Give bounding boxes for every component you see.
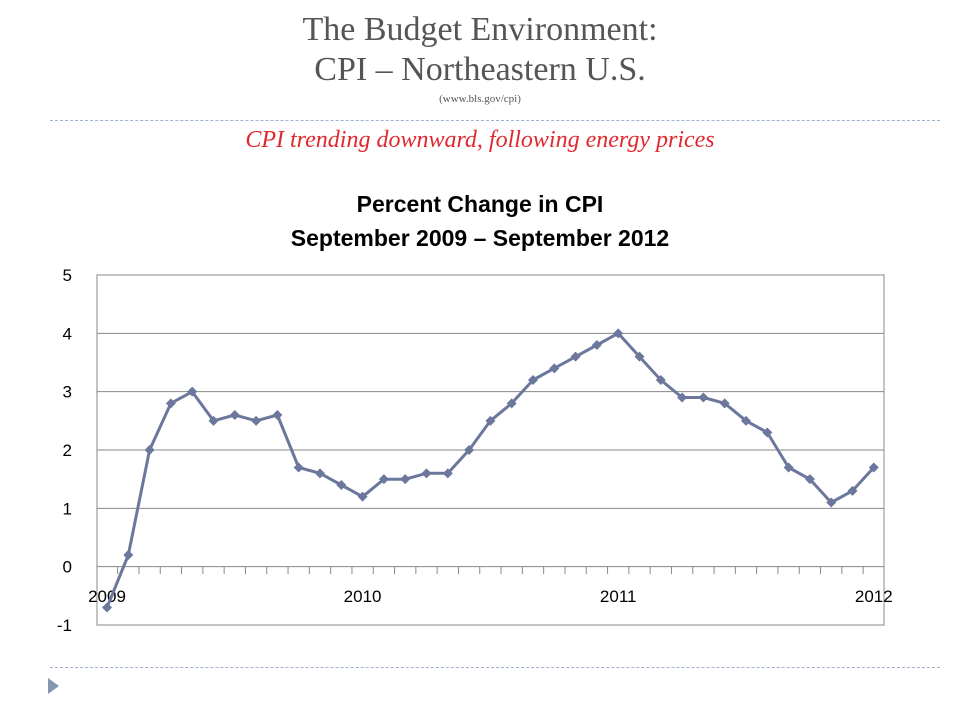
data-point	[677, 392, 688, 403]
data-point	[357, 491, 368, 502]
x-tick-label: 2011	[600, 587, 637, 606]
y-tick-label: 4	[63, 324, 72, 343]
x-tick-label: 2012	[855, 587, 893, 606]
data-point	[421, 468, 432, 479]
y-tick-label: 0	[63, 558, 72, 577]
chart-title-line-2: September 2009 – September 2012	[291, 225, 669, 251]
data-point	[698, 392, 709, 403]
data-point	[229, 410, 240, 420]
y-tick-label: 1	[63, 499, 72, 518]
data-point	[442, 468, 453, 479]
data-point	[719, 398, 730, 409]
data-point	[187, 386, 198, 397]
chart-title-line-1: Percent Change in CPI	[357, 191, 604, 217]
data-point	[123, 550, 134, 560]
data-point	[485, 415, 496, 426]
data-point	[315, 468, 325, 479]
data-point	[570, 351, 581, 362]
data-point	[613, 328, 624, 339]
data-point	[528, 375, 538, 385]
data-point	[868, 462, 879, 473]
data-point	[762, 427, 773, 438]
data-point	[102, 602, 112, 613]
data-point	[336, 480, 347, 490]
source-note: (www.bls.gov/cpi)	[439, 93, 521, 105]
x-tick-label: 2009	[88, 587, 126, 606]
data-point	[208, 415, 219, 426]
data-point	[378, 474, 389, 485]
data-point	[783, 462, 794, 473]
slide-title: The Budget Environment: CPI – Northeaste…	[0, 10, 960, 106]
top-divider	[50, 120, 940, 121]
data-point	[272, 410, 283, 420]
y-tick-label: -1	[57, 616, 72, 635]
data-point	[655, 375, 666, 385]
bullet-arrow-icon	[48, 678, 59, 694]
data-point	[506, 398, 517, 409]
title-line-2: CPI – Northeastern U.S.	[314, 51, 646, 88]
y-tick-label: 2	[63, 441, 72, 460]
x-tick-label: 2010	[344, 587, 382, 606]
data-point	[847, 485, 858, 496]
data-point	[400, 474, 411, 485]
slide-subtitle: CPI trending downward, following energy …	[245, 127, 715, 153]
data-point	[464, 445, 475, 455]
data-point	[741, 415, 751, 426]
data-point	[251, 415, 262, 426]
data-point	[591, 340, 602, 350]
y-tick-label: 5	[63, 266, 72, 285]
data-point	[165, 398, 176, 409]
data-point	[549, 363, 560, 374]
data-point	[804, 474, 815, 485]
data-point	[144, 445, 155, 455]
data-point	[826, 497, 837, 508]
y-tick-label: 3	[63, 383, 72, 402]
title-line-1: The Budget Environment:	[302, 11, 658, 48]
data-point	[293, 462, 304, 473]
data-point	[634, 351, 645, 362]
bottom-divider	[50, 667, 940, 668]
